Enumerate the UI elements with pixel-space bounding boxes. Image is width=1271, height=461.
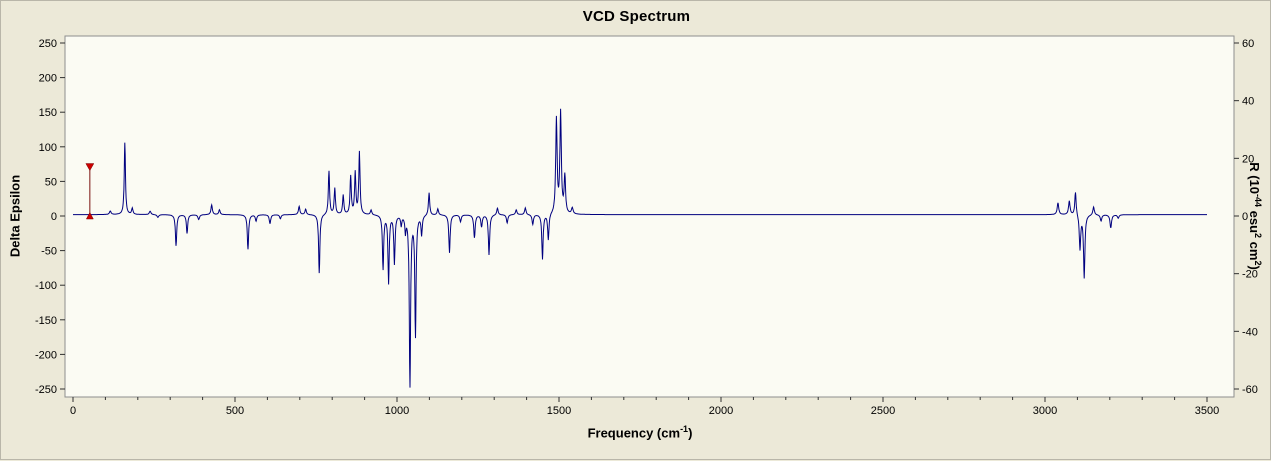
y-right-tick-label: -20 (1242, 269, 1258, 281)
right-axis-title: R (10-44 esu2 cm2) (1247, 162, 1263, 270)
y-left-tick-label: 50 (45, 176, 57, 188)
x-tick-label: 1000 (385, 405, 409, 417)
spectrum-line (73, 108, 1207, 388)
axis-title-superscript: -44 (1253, 193, 1264, 208)
x-tick-label: 2500 (871, 405, 895, 417)
y-right-tick-label: 0 (1242, 211, 1248, 223)
left-axis-title-text: Delta Epsilon (7, 174, 23, 258)
axis-title-fragment: Frequency (cm (587, 425, 681, 441)
axis-title-superscript: -1 (680, 424, 689, 434)
y-right-tick-label: -40 (1242, 326, 1258, 338)
y-left-tick-label: 150 (39, 107, 57, 119)
y-right-tick-label: 60 (1242, 38, 1254, 50)
x-tick-label: 1500 (547, 405, 571, 417)
y-left-tick-label: 0 (51, 211, 57, 223)
axis-title-fragment: R (10 (1246, 162, 1262, 194)
y-left-tick-label: -150 (35, 315, 57, 327)
y-left-tick-label: -100 (35, 280, 57, 292)
x-tick-label: 0 (70, 405, 76, 417)
x-tick-label: 2000 (709, 405, 733, 417)
x-axis-title: Frequency (cm-1) (1, 424, 1271, 440)
chart-title: VCD Spectrum (582, 8, 691, 25)
y-left-tick-label: 250 (39, 38, 57, 50)
y-right-tick-label: 40 (1242, 96, 1254, 108)
left-axis-title: Delta Epsilon (8, 175, 23, 257)
y-left-tick-label: 100 (39, 142, 57, 154)
cursor-bottom-handle[interactable] (85, 211, 94, 220)
cursor-top-handle[interactable] (85, 163, 95, 172)
y-right-tick-label: -60 (1242, 384, 1258, 396)
y-left-tick-label: -50 (41, 246, 57, 258)
x-tick-label: 500 (226, 405, 244, 417)
y-right-tick-label: 20 (1242, 153, 1254, 165)
x-tick-label: 3500 (1195, 405, 1219, 417)
axis-title-fragment: ) (1246, 265, 1262, 270)
axis-title-fragment: ) (688, 425, 693, 441)
x-tick-label: 3000 (1033, 405, 1057, 417)
y-left-tick-label: 200 (39, 73, 57, 85)
axis-title-fragment: cm (1246, 238, 1262, 261)
y-left-tick-label: -250 (35, 384, 57, 396)
y-left-tick-label: -200 (35, 349, 57, 361)
axis-title-fragment: esu (1246, 207, 1262, 234)
plot-area[interactable] (64, 35, 1235, 398)
